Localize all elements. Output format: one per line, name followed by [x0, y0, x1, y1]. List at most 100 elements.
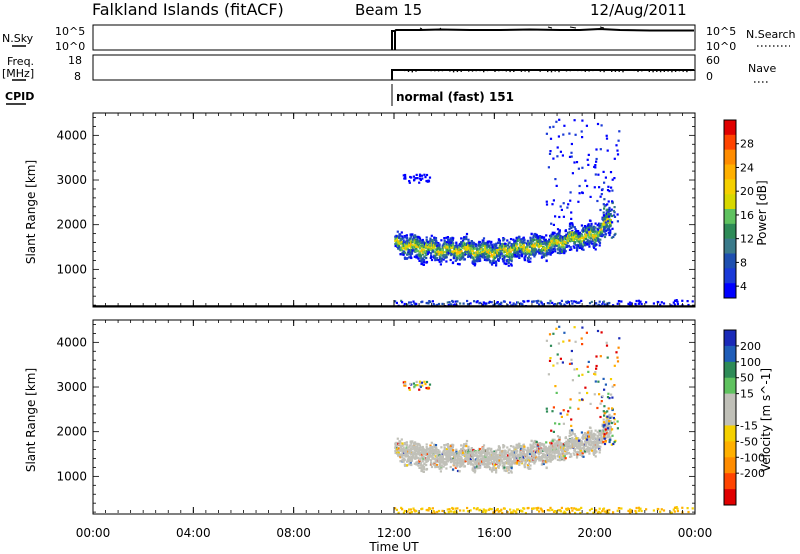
power-cell: [494, 251, 497, 254]
power-cell: [471, 252, 474, 255]
power-cell: [534, 232, 537, 236]
power-cell: [409, 237, 412, 240]
power-cell: [416, 255, 419, 258]
power-cell: [409, 175, 412, 179]
power-cell: [575, 301, 578, 304]
power-cell: [576, 248, 579, 251]
velocity-cell: [564, 457, 567, 460]
velocity-cell: [454, 507, 457, 510]
power-cell: [506, 244, 510, 247]
velocity-cell: [405, 452, 408, 455]
power-cell: [564, 250, 567, 253]
power-cell: [549, 242, 552, 245]
power-cell: [433, 238, 436, 241]
power-cell: [585, 232, 588, 235]
power-cell: [609, 219, 612, 222]
power-cell: [439, 248, 442, 251]
velocity-cell: [469, 459, 472, 462]
velocity-cell: [432, 449, 435, 452]
velocity-cell: [420, 469, 423, 473]
velocity-cell: [452, 452, 455, 455]
velocity-cell: [470, 461, 473, 464]
velocity-cell: [412, 447, 415, 450]
power-cell: [409, 301, 412, 304]
velocity-cell: [508, 462, 511, 465]
power-cell: [579, 237, 582, 241]
power-cell: [530, 238, 533, 241]
velocity-cell: [573, 433, 576, 436]
power-cell: [594, 244, 597, 247]
power-cell: [416, 237, 419, 240]
velocity-cell: [500, 450, 503, 453]
power-cell: [509, 258, 512, 261]
power-cell: [400, 249, 403, 252]
velocity-cell: [419, 461, 423, 464]
nave-dot: [569, 69, 571, 72]
velocity-cell: [485, 466, 488, 469]
power-cell: [423, 255, 426, 258]
power-cell: [415, 235, 418, 238]
power-cell: [570, 211, 573, 214]
power-cell: [396, 242, 399, 245]
power-cell: [532, 234, 535, 237]
power-cell: [612, 235, 615, 239]
power-cell: [611, 178, 614, 181]
power-cell: [577, 238, 580, 241]
velocity-cell: [555, 451, 558, 454]
velocity-cell: [450, 448, 453, 451]
velocity-cell: [553, 438, 556, 441]
power-cell: [553, 245, 556, 248]
velocity-cell: [579, 444, 582, 448]
velocity-cell: [538, 452, 541, 456]
power-panel-frame: [92, 112, 696, 308]
velocity-cell: [520, 461, 523, 464]
velocity-cell: [501, 462, 504, 465]
power-cell: [479, 241, 482, 244]
power-cell: [584, 228, 587, 231]
power-cell: [565, 244, 568, 248]
power-cell: [559, 150, 562, 153]
velocity-cell: [551, 455, 554, 458]
power-cell: [498, 252, 501, 255]
power-cell: [603, 205, 606, 208]
power-cell: [518, 256, 521, 259]
velocity-cell: [579, 451, 582, 454]
power-cell: [555, 244, 558, 247]
velocity-cell: [409, 449, 413, 452]
velocity-cell: [423, 468, 426, 471]
power-cell: [422, 263, 425, 266]
power-cell: [491, 248, 494, 251]
power-cell: [503, 300, 506, 303]
power-cell: [470, 254, 473, 257]
velocity-cell: [399, 441, 402, 444]
power-cell: [434, 254, 437, 257]
nsearch-series-dots: [419, 26, 605, 30]
power-cell: [588, 219, 592, 222]
velocity-cell: [446, 445, 449, 448]
velocity-cell: [438, 463, 441, 467]
velocity-cell: [488, 461, 491, 464]
velocity-cell: [591, 449, 594, 452]
power-cell: [553, 231, 556, 234]
velocity-cell: [521, 453, 525, 456]
power-cell: [491, 263, 494, 266]
velocity-cell: [479, 462, 482, 465]
power-cell: [400, 240, 403, 244]
velocity-cell: [399, 446, 403, 449]
velocity-cell: [516, 462, 519, 465]
velocity-cell: [558, 459, 561, 462]
power-cell: [517, 250, 520, 253]
velocity-cell: [438, 451, 441, 454]
velocity-cell: [400, 456, 403, 459]
velocity-cell: [584, 450, 587, 453]
power-cell: [512, 238, 515, 241]
power-cell: [645, 301, 648, 304]
velocity-cell: [526, 464, 529, 467]
power-cell: [602, 214, 605, 217]
power-cell: [523, 259, 526, 262]
power-cell: [535, 300, 538, 303]
power-cell: [416, 177, 419, 180]
power-cell: [493, 255, 496, 258]
velocity-cell: [592, 432, 595, 435]
power-cell: [489, 260, 492, 263]
